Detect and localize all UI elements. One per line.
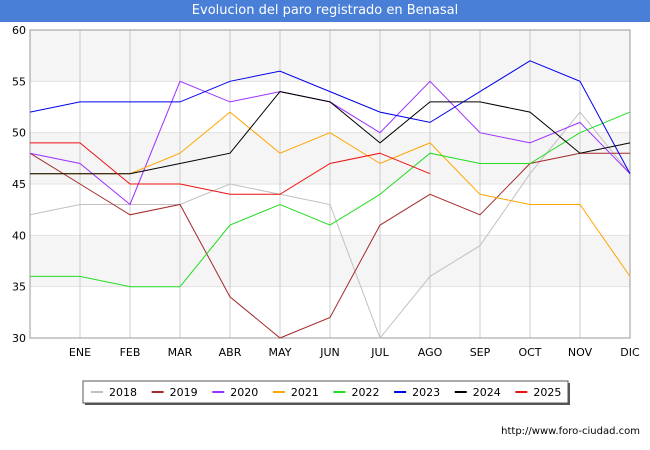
y-tick-label: 60 [12, 24, 26, 37]
y-axis-ticks: 30 35 40 45 50 55 60 [12, 24, 26, 345]
x-tick-label: OCT [518, 346, 541, 359]
y-tick-label: 35 [12, 281, 26, 294]
x-tick-label: SEP [470, 346, 491, 359]
y-tick-label: 55 [12, 75, 26, 88]
x-tick-label: JUL [370, 346, 389, 359]
legend-label-2025: 2025 [533, 386, 561, 399]
y-tick-label: 30 [12, 332, 26, 345]
series-line-2025 [30, 142, 431, 195]
x-tick-label: ABR [219, 346, 242, 359]
series-line-2024 [30, 91, 631, 175]
x-tick-label: DIC [620, 346, 640, 359]
legend-label-2024: 2024 [473, 386, 501, 399]
legend-label-2019: 2019 [170, 386, 198, 399]
x-axis-ticks: ENE FEB MAR ABR MAY JUN JUL AGO SEP OCT NOV DIC [69, 346, 640, 359]
series-lines [29, 60, 631, 339]
series-line-2022 [30, 111, 631, 288]
source-url[interactable]: http://www.foro-ciudad.com [501, 426, 640, 437]
x-tick-label: JUN [319, 346, 340, 359]
x-tick-label: FEB [120, 346, 141, 359]
plot-area [29, 29, 631, 339]
legend-label-2018: 2018 [109, 386, 137, 399]
y-tick-label: 45 [12, 178, 26, 191]
legend-label-2020: 2020 [230, 386, 258, 399]
x-tick-label: NOV [568, 346, 593, 359]
x-tick-label: MAY [269, 346, 292, 359]
legend-label-2022: 2022 [352, 386, 380, 399]
legend: 2018 2019 2020 2021 2022 2023 2024 2025 [82, 380, 570, 405]
chart-title: Evolucion del paro registrado en Benasal [0, 0, 650, 22]
x-tick-label: MAR [168, 346, 193, 359]
x-tick-label: ENE [69, 346, 91, 359]
legend-label-2021: 2021 [291, 386, 319, 399]
y-tick-label: 40 [12, 229, 26, 242]
legend-label-2023: 2023 [412, 386, 440, 399]
y-tick-label: 50 [12, 127, 26, 140]
legend-box [82, 380, 569, 404]
series-line-2023 [29, 60, 631, 174]
x-tick-label: AGO [418, 346, 443, 359]
